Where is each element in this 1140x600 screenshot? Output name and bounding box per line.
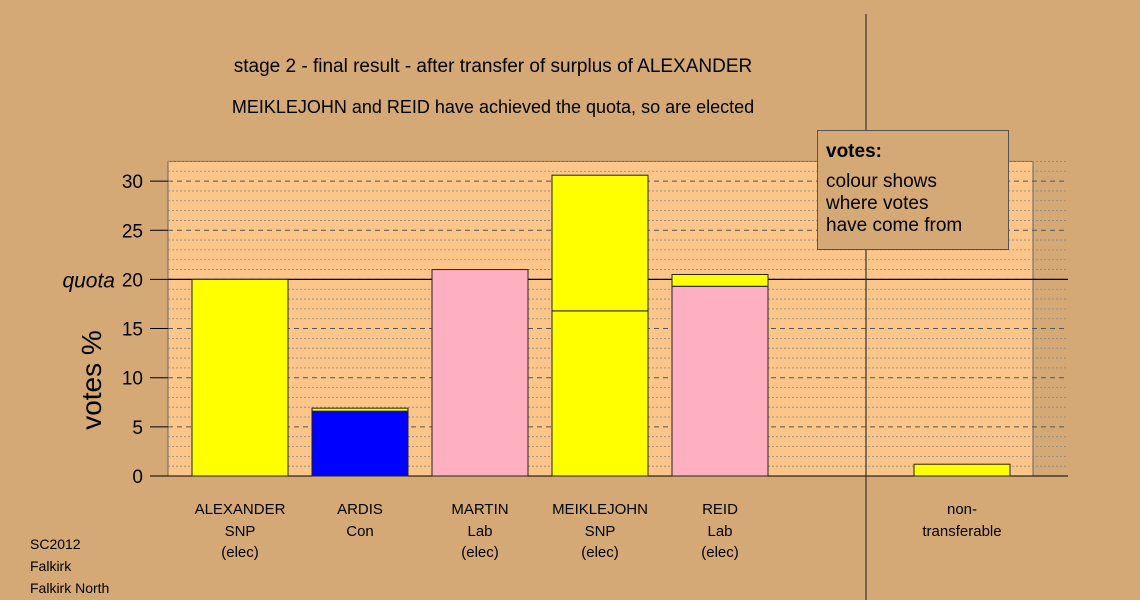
chart-title: stage 2 - final result - after transfer …: [233, 56, 753, 77]
quota-label: quota: [62, 269, 115, 292]
bar-segment: [551, 174, 649, 312]
candidate-party: Lab: [467, 523, 492, 540]
y-tick-label: 0: [132, 467, 143, 488]
candidate-status: (elec): [221, 544, 259, 561]
footer-council: Falkirk: [30, 558, 72, 574]
candidate-party: SNP: [585, 523, 616, 540]
y-tick-label: 25: [122, 221, 143, 242]
bars: [191, 174, 1011, 477]
bar-segment: [551, 310, 649, 477]
candidate-status: (elec): [461, 544, 499, 561]
candidate-name: MEIKLEJOHN: [552, 501, 648, 518]
chart-subtitle: MEIKLEJOHN and REID have achieved the qu…: [231, 97, 755, 117]
bar-segment: [191, 278, 289, 477]
candidate-name: ARDIS: [337, 501, 383, 518]
legend: votes: colour shows where votes have com…: [817, 130, 1009, 250]
y-tick-label: 15: [122, 320, 143, 341]
bar-segment: [671, 285, 769, 477]
bar-segment: [311, 407, 409, 412]
candidate-party: Lab: [707, 523, 732, 540]
candidate-status: (elec): [701, 544, 739, 561]
candidate-name: ALEXANDER: [195, 501, 286, 518]
y-tick-label: 5: [132, 418, 143, 439]
bar-segment: [913, 463, 1011, 477]
bar-segment: [431, 269, 529, 477]
y-axis: 0 5 10 15 20 25 30 quota: [62, 172, 168, 488]
y-axis-label: votes %: [76, 330, 107, 430]
legend-line: have come from: [826, 215, 963, 236]
bar-segment: [671, 273, 769, 287]
y-tick-label: 10: [122, 369, 143, 390]
bar-segment: [311, 410, 409, 477]
footer-code: SC2012: [30, 536, 81, 552]
nontransferable-label: transferable: [922, 523, 1001, 540]
candidate-name: MARTIN: [451, 501, 508, 518]
candidate-name: REID: [702, 501, 738, 518]
legend-line: colour shows: [826, 171, 937, 192]
nontransferable-label: non-: [947, 501, 977, 518]
legend-line: where votes: [826, 193, 929, 214]
footer-ward: Falkirk North: [30, 580, 110, 596]
x-axis-labels: ALEXANDER SNP (elec) ARDIS Con MARTIN Lab (elec…: [195, 501, 1002, 561]
candidate-status: (elec): [581, 544, 619, 561]
candidate-party: SNP: [225, 523, 256, 540]
candidate-party: Con: [346, 523, 374, 540]
y-tick-label: 20: [122, 270, 143, 291]
legend-title: votes:: [826, 141, 882, 162]
y-tick-label: 30: [122, 172, 143, 193]
